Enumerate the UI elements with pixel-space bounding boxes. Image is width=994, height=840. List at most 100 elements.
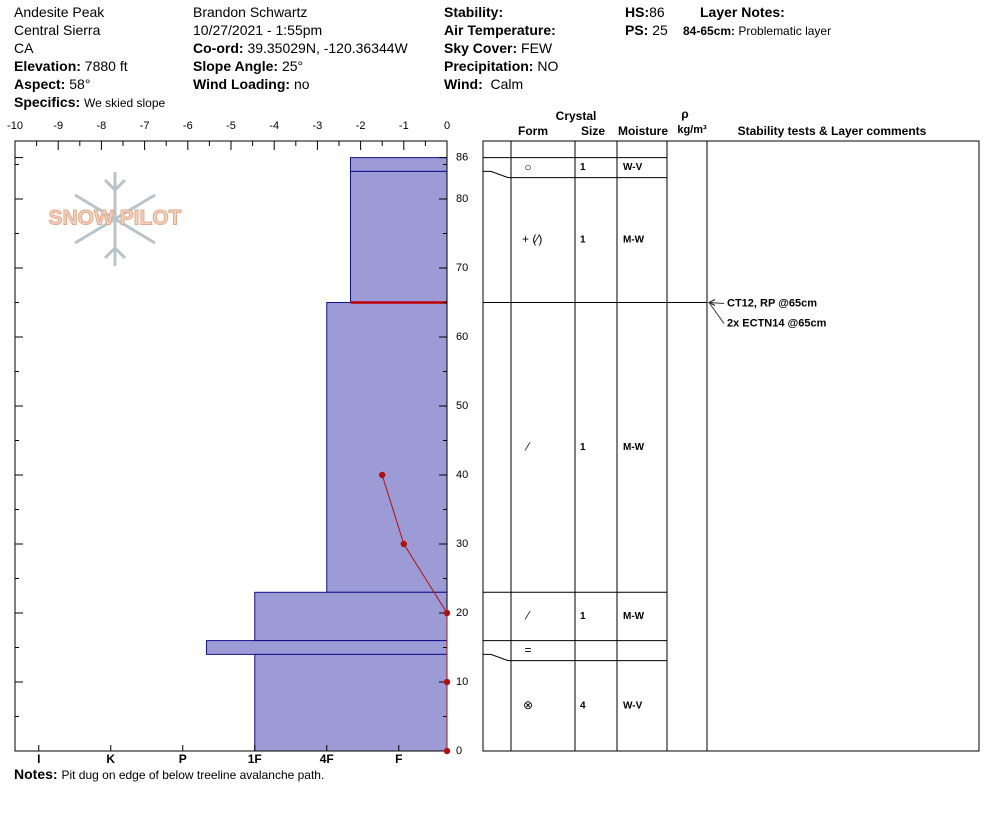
label: Precipitation: xyxy=(444,58,534,74)
state: CA xyxy=(14,40,34,56)
label: 84-65cm: xyxy=(683,24,736,38)
label: Stability: xyxy=(444,4,504,20)
observer: Brandon Schwartz xyxy=(193,4,308,20)
moisture: M-W xyxy=(623,442,645,453)
table-frame xyxy=(482,140,980,752)
value: 25 xyxy=(652,22,668,38)
header-density: ρ xyxy=(681,107,688,121)
value: FEW xyxy=(521,40,553,56)
hs: HS:86 xyxy=(625,4,665,20)
header-crystal: Crystal xyxy=(556,109,597,123)
test-comment: CT12, RP @65cm xyxy=(727,297,817,309)
form: = xyxy=(524,643,531,657)
y-tick-label: 40 xyxy=(456,469,468,481)
test-arrow xyxy=(708,302,725,304)
value: 25° xyxy=(281,58,304,74)
size: 1 xyxy=(580,162,586,173)
label: Sky Cover: xyxy=(444,40,518,56)
specifics: Specifics: We skied slope xyxy=(14,94,165,110)
x-tick-label: 0 xyxy=(444,120,450,132)
moisture: W-V xyxy=(623,700,643,711)
value: NO xyxy=(537,58,559,74)
value: 7880 ft xyxy=(84,58,128,74)
size: 1 xyxy=(580,611,586,622)
moisture: M-W xyxy=(623,235,645,246)
label: Wind Loading: xyxy=(193,76,291,92)
header-form: Form xyxy=(518,124,548,138)
y-tick-label: 80 xyxy=(456,193,468,205)
y-tick-label: 30 xyxy=(456,538,468,550)
arrow-head xyxy=(707,299,716,306)
hardness-label: I xyxy=(37,752,40,766)
header-density-unit: kg/m³ xyxy=(677,124,707,136)
x-tick-label: -5 xyxy=(226,120,236,132)
ps: PS: 25 xyxy=(625,22,668,38)
y-tick-label: 86 xyxy=(456,152,468,164)
layer-link xyxy=(483,170,511,179)
label: Specifics: xyxy=(14,94,81,110)
value: Pit dug on edge of below treeline avalan… xyxy=(61,768,325,782)
y-tick-label: 20 xyxy=(456,607,468,619)
temperature-point xyxy=(400,540,407,548)
moisture: W-V xyxy=(623,162,643,173)
value: 39.35029N, -120.36344W xyxy=(247,40,408,56)
value: no xyxy=(293,76,310,92)
test-arrow xyxy=(708,302,725,324)
hardness-bar xyxy=(326,302,448,593)
value: 58° xyxy=(69,76,91,92)
header-size: Size xyxy=(581,124,605,138)
test-comment: 2x ECTN14 @65cm xyxy=(727,317,827,329)
label: Slope Angle: xyxy=(193,58,279,74)
hardness-bar xyxy=(254,591,448,642)
coord: Co-ord: 39.35029N, -120.36344W xyxy=(193,40,408,56)
hardness-bar xyxy=(206,640,448,655)
temperature-point xyxy=(379,471,386,479)
label: Layer Notes: xyxy=(700,4,785,20)
aspect: Aspect: 58° xyxy=(14,76,90,92)
logo xyxy=(74,172,156,266)
label: PS: xyxy=(625,22,649,38)
label: Aspect: xyxy=(14,76,66,92)
x-tick-label: -9 xyxy=(53,120,63,132)
x-tick-label: -1 xyxy=(399,120,409,132)
size: 1 xyxy=(580,235,586,246)
y-tick-label: 50 xyxy=(456,400,468,412)
hardness-label: 4F xyxy=(320,752,334,766)
header-comments: Stability tests & Layer comments xyxy=(738,124,927,138)
size: 4 xyxy=(580,700,586,711)
label: Elevation: xyxy=(14,58,81,74)
form: ⁄ xyxy=(524,609,531,623)
label: Notes: xyxy=(14,766,58,782)
temperature-point xyxy=(443,609,451,617)
wind-loading: Wind Loading: no xyxy=(193,76,310,92)
stability: Stability: xyxy=(444,4,503,20)
layer-notes: Layer Notes: xyxy=(700,4,785,20)
elevation: Elevation: 7880 ft xyxy=(14,58,128,74)
x-tick-label: -10 xyxy=(7,120,23,132)
slope: Slope Angle: 25° xyxy=(193,58,303,74)
header-moisture: Moisture xyxy=(618,124,668,138)
temperature-point xyxy=(443,747,451,755)
form: ⊗ xyxy=(523,698,533,712)
label: Wind: xyxy=(444,76,483,92)
layer-link xyxy=(483,653,511,662)
label: HS: xyxy=(625,4,650,20)
wind: Wind: Calm xyxy=(444,76,523,92)
layer-note: 84-65cm: Problematic layer xyxy=(683,24,831,38)
site: Andesite Peak xyxy=(14,4,105,20)
form: + (⁄) xyxy=(522,232,542,246)
x-tick-label: -7 xyxy=(140,120,150,132)
datetime: 10/27/2021 - 1:55pm xyxy=(193,22,323,38)
x-tick-label: -4 xyxy=(269,120,279,132)
precip: Precipitation: NO xyxy=(444,58,558,74)
form: ⁄ xyxy=(524,440,531,454)
x-tick-label: -6 xyxy=(183,120,193,132)
y-tick-label: 60 xyxy=(456,331,468,343)
value: Problematic layer xyxy=(738,24,832,38)
sky: Sky Cover: FEW xyxy=(444,40,552,56)
logo-text: SNOW PILOT xyxy=(49,207,182,230)
air-temp: Air Temperature: xyxy=(444,22,556,38)
value: 86 xyxy=(649,4,665,20)
label: Co-ord: xyxy=(193,40,244,56)
